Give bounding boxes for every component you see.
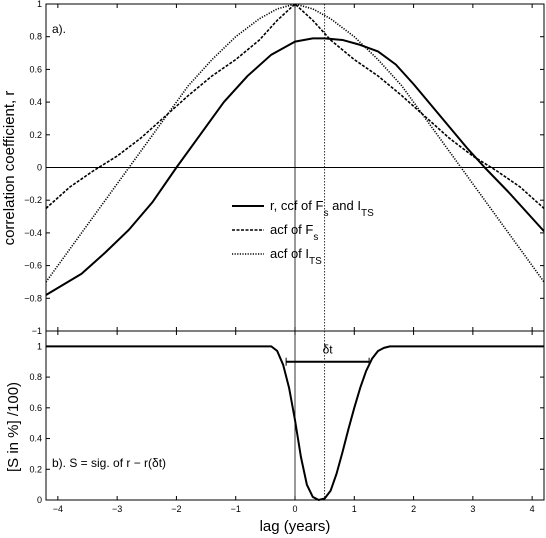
panel-a-y-axis-label: correlation coefficient, r: [1, 91, 18, 246]
panel-a: −1 −0.8 −0.6 −0.4 −0.2 0 0.2 0.4 0.6 0.8 1 a). r, cc…: [24, 0, 545, 336]
panel-a-ytick-label: −0.8: [24, 293, 42, 303]
x-tick-label: 0: [292, 504, 297, 514]
legend-label-0: r, ccf of Fs and ITS: [270, 198, 374, 219]
panel-b-ytick-label: 1: [37, 341, 42, 351]
panel-b-label: b). S = sig. of r − r(δt): [52, 456, 166, 470]
panel-a-ytick-label: 0.8: [29, 32, 42, 42]
panel-a-ytick-label: 1: [37, 0, 42, 9]
panel-a-label: a).: [52, 22, 66, 36]
panel-a-ytick-label: 0.6: [29, 64, 42, 74]
panel-b: δt 0 0.2 0.4 0.6 0.8 1 −4 −3 −2 −1 0 1 2 3 4 b). S = sig…: [29, 330, 545, 514]
panel-a-ytick-label: 0: [37, 163, 42, 173]
x-tick-label: −4: [53, 504, 63, 514]
panel-b-ytick-label: 0.8: [29, 372, 42, 382]
panel-b-y-axis-label: [S in %] /100): [5, 382, 22, 472]
panel-a-series-0: [45, 37, 545, 296]
legend-label-2: acf of ITS: [270, 246, 322, 267]
x-tick-label: 1: [352, 504, 357, 514]
legend-label-1: acf of Fs: [270, 222, 318, 243]
x-tick-label: 4: [530, 504, 535, 514]
x-tick-label: 2: [411, 504, 416, 514]
x-axis-label: lag (years): [260, 518, 331, 535]
panel-a-ytick-label: −0.2: [24, 195, 42, 205]
x-tick-label: 3: [470, 504, 475, 514]
x-tick-label: −3: [112, 504, 122, 514]
panel-a-ytick-label: 0.4: [29, 97, 42, 107]
panel-b-series-0: [46, 345, 544, 501]
panel-a-ytick-label: −0.4: [24, 228, 42, 238]
panel-b-ytick-label: 0: [37, 495, 42, 505]
panel-a-ytick-label: 0.2: [29, 130, 42, 140]
delta-t-label: δt: [323, 343, 334, 357]
axis-labels: correlation coefficient, r [S in %] /100…: [1, 91, 330, 535]
panel-a-series-1: [45, 3, 545, 209]
panel-a-ytick-label: −0.6: [24, 261, 42, 271]
panel-b-ytick-label: 0.6: [29, 403, 42, 413]
panel-b-ytick-label: 0.4: [29, 434, 42, 444]
x-tick-label: −1: [231, 504, 241, 514]
x-tick-label: −2: [171, 504, 181, 514]
panel-a-ytick-label: −1: [32, 326, 42, 336]
panel-b-ytick-label: 0.2: [29, 464, 42, 474]
